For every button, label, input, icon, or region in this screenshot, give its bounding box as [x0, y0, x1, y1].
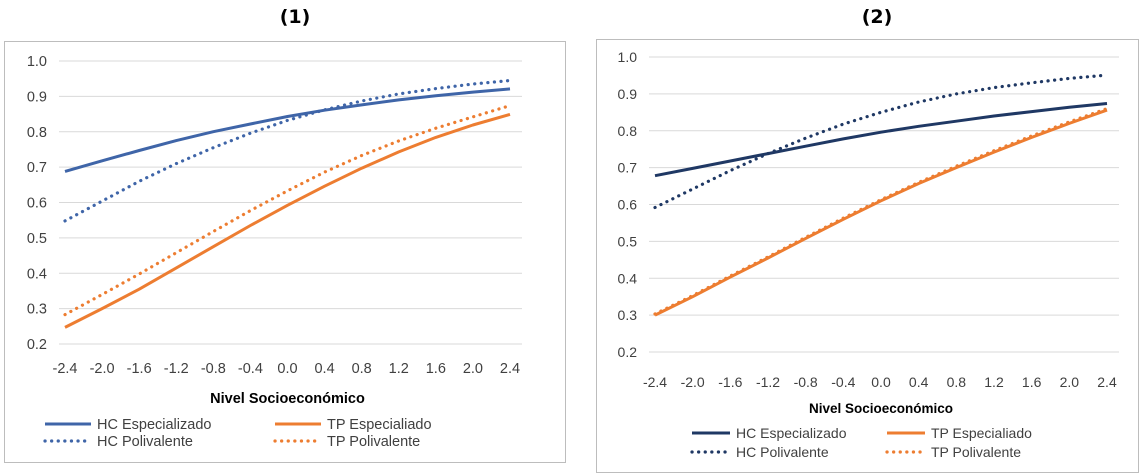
chart-1-y-tick-label: 0.9 [27, 89, 47, 105]
chart-2-legend-label-4: TP Polivalente [931, 444, 1021, 460]
chart-1-x-tick-label: 0.0 [277, 361, 297, 377]
chart-2-y-tick-label: 0.6 [618, 197, 638, 213]
chart-2-x-tick-label: 2.0 [1060, 374, 1080, 390]
chart-1-y-tick-label: 0.4 [27, 266, 47, 282]
chart-2-x-tick-label: -2.0 [681, 374, 705, 390]
chart-2-svg: 1.00.90.80.70.60.50.40.30.2-2.4 -2.0 -1.6-… [618, 49, 1119, 460]
chart-2-x-tick-label: -0.8 [794, 374, 818, 390]
chart-2-x-tick-label: 1.6 [1022, 374, 1042, 390]
chart-1-x-tick-label: -0.8 [201, 361, 226, 377]
chart-2-y-tick-label: 0.5 [618, 233, 638, 249]
chart-1-x-axis-title: Nivel Socioeconómico [210, 391, 365, 407]
chart-1-y-tick-label: 0.5 [27, 231, 47, 247]
chart-2-legend-label-1: HC Especializado [736, 425, 847, 441]
chart-2-legend-label-2: TP Especialiado [931, 425, 1032, 441]
chart-2-x-tick-label: -2.4 [643, 374, 667, 390]
chart-2-x-tick-label: 2.4 [1097, 374, 1117, 390]
chart-2-title: (2) [861, 6, 893, 28]
chart-2-y-tick-label: 0.2 [618, 344, 638, 360]
chart-1-y-tick-label: 0.2 [27, 337, 47, 353]
chart-2-y-tick-label: 0.3 [618, 307, 638, 323]
chart-1-y-tick-label: 0.3 [27, 302, 47, 318]
chart-1-y-tick-label: 0.8 [27, 125, 47, 141]
chart-2-legend-label-3: HC Polivalente [736, 444, 829, 460]
chart-1-y-tick-label: 1.0 [27, 54, 47, 70]
chart-1-title: (1) [279, 6, 311, 28]
chart-1-x-tick-label: 0.4 [314, 361, 334, 377]
chart-2-series-line-3 [653, 73, 1109, 210]
chart-2-series-line-4 [653, 106, 1109, 316]
chart-2-y-tick-label: 0.9 [618, 86, 638, 102]
chart-2-x-tick-label: 0.4 [909, 374, 929, 390]
chart-2-x-tick-label: 1.2 [984, 374, 1004, 390]
chart-1-frame: 1.0 0.9 0.8 0.7 0.6 0.5 0.4 0.3 0.2 -2.4 -2.0 -1.6-… [4, 41, 566, 463]
chart-1-x-tick-label: 2.0 [463, 361, 483, 377]
chart-2-y-tick-label: 1.0 [618, 49, 638, 65]
chart-2-x-tick-label: -1.6 [718, 374, 742, 390]
chart-2-x-tick-label: 0.0 [871, 374, 891, 390]
chart-1-legend-label-3: HC Polivalente [97, 434, 193, 450]
chart-2-y-tick-label: 0.4 [618, 270, 638, 286]
chart-2-x-tick-label: -0.4 [831, 374, 855, 390]
chart-1-series-line-1 [64, 87, 511, 173]
chart-1-x-tick-label: 1.6 [426, 361, 446, 377]
chart-1-x-tick-label: -2.4 [53, 361, 78, 377]
chart-2-series-line-1 [654, 102, 1108, 178]
chart-1-x-tick-label: -2.0 [90, 361, 115, 377]
chart-1-y-tick-label: 0.6 [27, 196, 47, 212]
chart-1-x-tick-label: 2.4 [500, 361, 520, 377]
chart-1-svg: 1.00.90.80.70.60.50.40.30.2-2.4 -2.0 -1.6-… [27, 54, 522, 450]
chart-1-x-tick-label: -0.4 [238, 361, 263, 377]
chart-2-x-axis-title: Nivel Socioeconómico [809, 401, 953, 416]
chart-1-legend-label-1: HC Especializado [97, 417, 211, 433]
chart-1-x-tick-label: 0.8 [352, 361, 372, 377]
chart-1-series-line-3 [63, 78, 512, 223]
chart-1-x-tick-label: 1.2 [389, 361, 409, 377]
chart-1-legend-label-2: TP Especialiado [327, 417, 432, 433]
chart-2-y-tick-label: 0.8 [618, 123, 638, 139]
chart-2-x-tick-label: 0.8 [947, 374, 967, 390]
chart-1-x-tick-label: -1.6 [127, 361, 152, 377]
chart-2-y-tick-label: 0.7 [618, 160, 638, 176]
chart-1-x-tick-label: -1.2 [164, 361, 189, 377]
chart-2-series-line-2 [654, 108, 1108, 317]
chart-2-frame: 1.0 0.9 0.8 0.7 0.6 0.5 0.4 0.3 0.2 -2.4 -2.0 -1.6-… [596, 39, 1139, 473]
chart-1-legend-label-4: TP Polivalente [327, 434, 420, 450]
chart-1-y-tick-label: 0.7 [27, 160, 47, 176]
chart-1-series-line-4 [63, 103, 512, 317]
chart-1-series-line-2 [64, 112, 511, 329]
chart-2-x-tick-label: -1.2 [756, 374, 780, 390]
